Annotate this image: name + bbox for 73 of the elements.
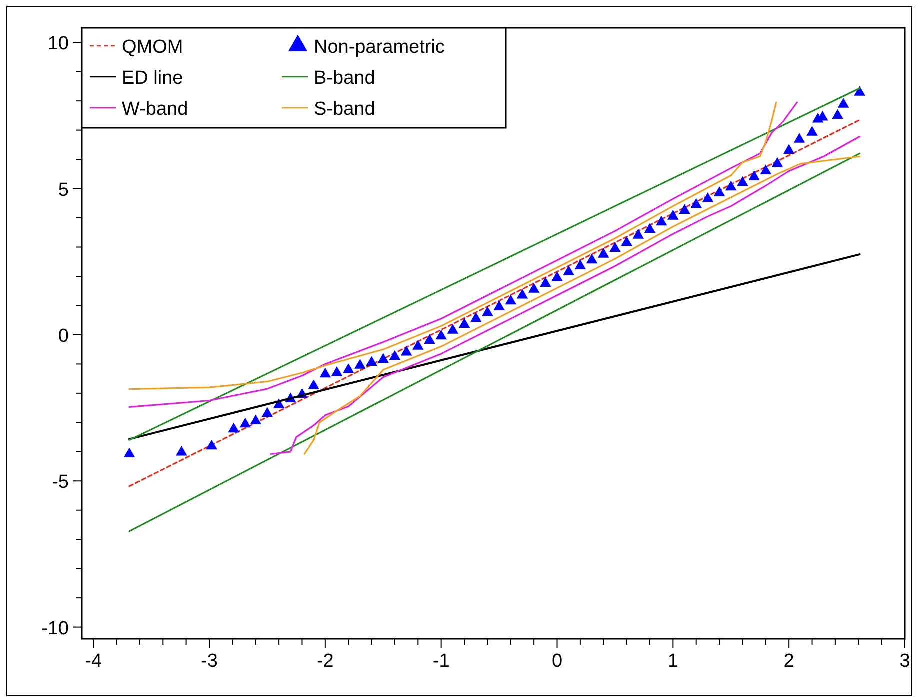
point: [436, 330, 447, 340]
point: [832, 109, 844, 119]
legend-label: B-band: [314, 68, 376, 89]
point: [772, 157, 784, 168]
x-tick-label: -4: [85, 651, 102, 672]
point: [505, 294, 517, 305]
legend-label: S-band: [314, 99, 376, 120]
point: [690, 198, 702, 208]
point: [574, 260, 586, 270]
point: [748, 170, 760, 180]
point: [412, 340, 424, 350]
point: [794, 133, 806, 143]
point: [552, 271, 563, 282]
point: [378, 353, 390, 364]
y-tick-label: 5: [58, 180, 69, 201]
point: [644, 223, 656, 233]
point: [228, 422, 240, 433]
point: [621, 236, 632, 246]
legend-label: ED line: [122, 68, 184, 89]
point: [400, 346, 412, 356]
point: [838, 98, 850, 108]
point: [308, 380, 320, 390]
point: [516, 288, 528, 299]
point: [760, 164, 772, 174]
point: [528, 283, 540, 293]
point: [714, 186, 726, 196]
x-tick-label: -3: [201, 651, 218, 672]
point: [679, 204, 690, 214]
point: [783, 144, 795, 154]
point: [563, 266, 574, 276]
legend-label: W-band: [122, 99, 188, 120]
point: [206, 440, 218, 450]
point: [482, 306, 494, 316]
point: [124, 448, 136, 458]
y-tick-label: -10: [42, 618, 69, 640]
point: [540, 277, 552, 288]
point: [598, 248, 610, 258]
point: [176, 446, 188, 456]
x-tick-label: 0: [552, 651, 563, 672]
point: [342, 364, 354, 374]
x-tick-label: 3: [900, 651, 910, 672]
point: [262, 407, 274, 418]
point: [586, 254, 598, 264]
point: [494, 300, 505, 310]
point: [806, 126, 818, 136]
legend-label: Non-parametric: [314, 37, 445, 58]
point: [366, 356, 378, 366]
x-tick-label: 2: [784, 651, 794, 672]
point: [632, 229, 644, 239]
x-tick-label: 1: [668, 651, 678, 672]
point: [610, 242, 621, 252]
point: [389, 350, 401, 360]
legend-label: QMOM: [122, 37, 184, 58]
point: [447, 324, 459, 334]
point: [240, 418, 252, 428]
point: [331, 366, 343, 376]
point: [470, 312, 482, 322]
point: [354, 359, 366, 369]
point: [854, 86, 866, 96]
point: [737, 176, 748, 186]
x-tick-label: -2: [316, 651, 334, 672]
point: [424, 334, 436, 344]
x-tick-label: -1: [432, 651, 450, 672]
point: [458, 318, 470, 328]
point: [725, 180, 737, 191]
y-tick-label: 10: [48, 34, 69, 55]
point: [702, 192, 714, 202]
point: [668, 210, 679, 220]
point: [656, 216, 668, 226]
y-tick-label: -5: [52, 472, 69, 494]
point: [250, 414, 262, 424]
point: [320, 368, 332, 378]
y-tick-label: 0: [58, 326, 69, 347]
